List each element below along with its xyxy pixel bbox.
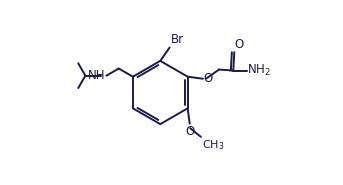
Text: O: O [186,125,195,138]
Text: NH: NH [88,69,105,82]
Text: CH$_3$: CH$_3$ [202,138,224,152]
Text: Br: Br [171,33,184,46]
Text: NH$_2$: NH$_2$ [247,63,271,78]
Text: O: O [204,72,213,85]
Text: O: O [235,38,244,51]
